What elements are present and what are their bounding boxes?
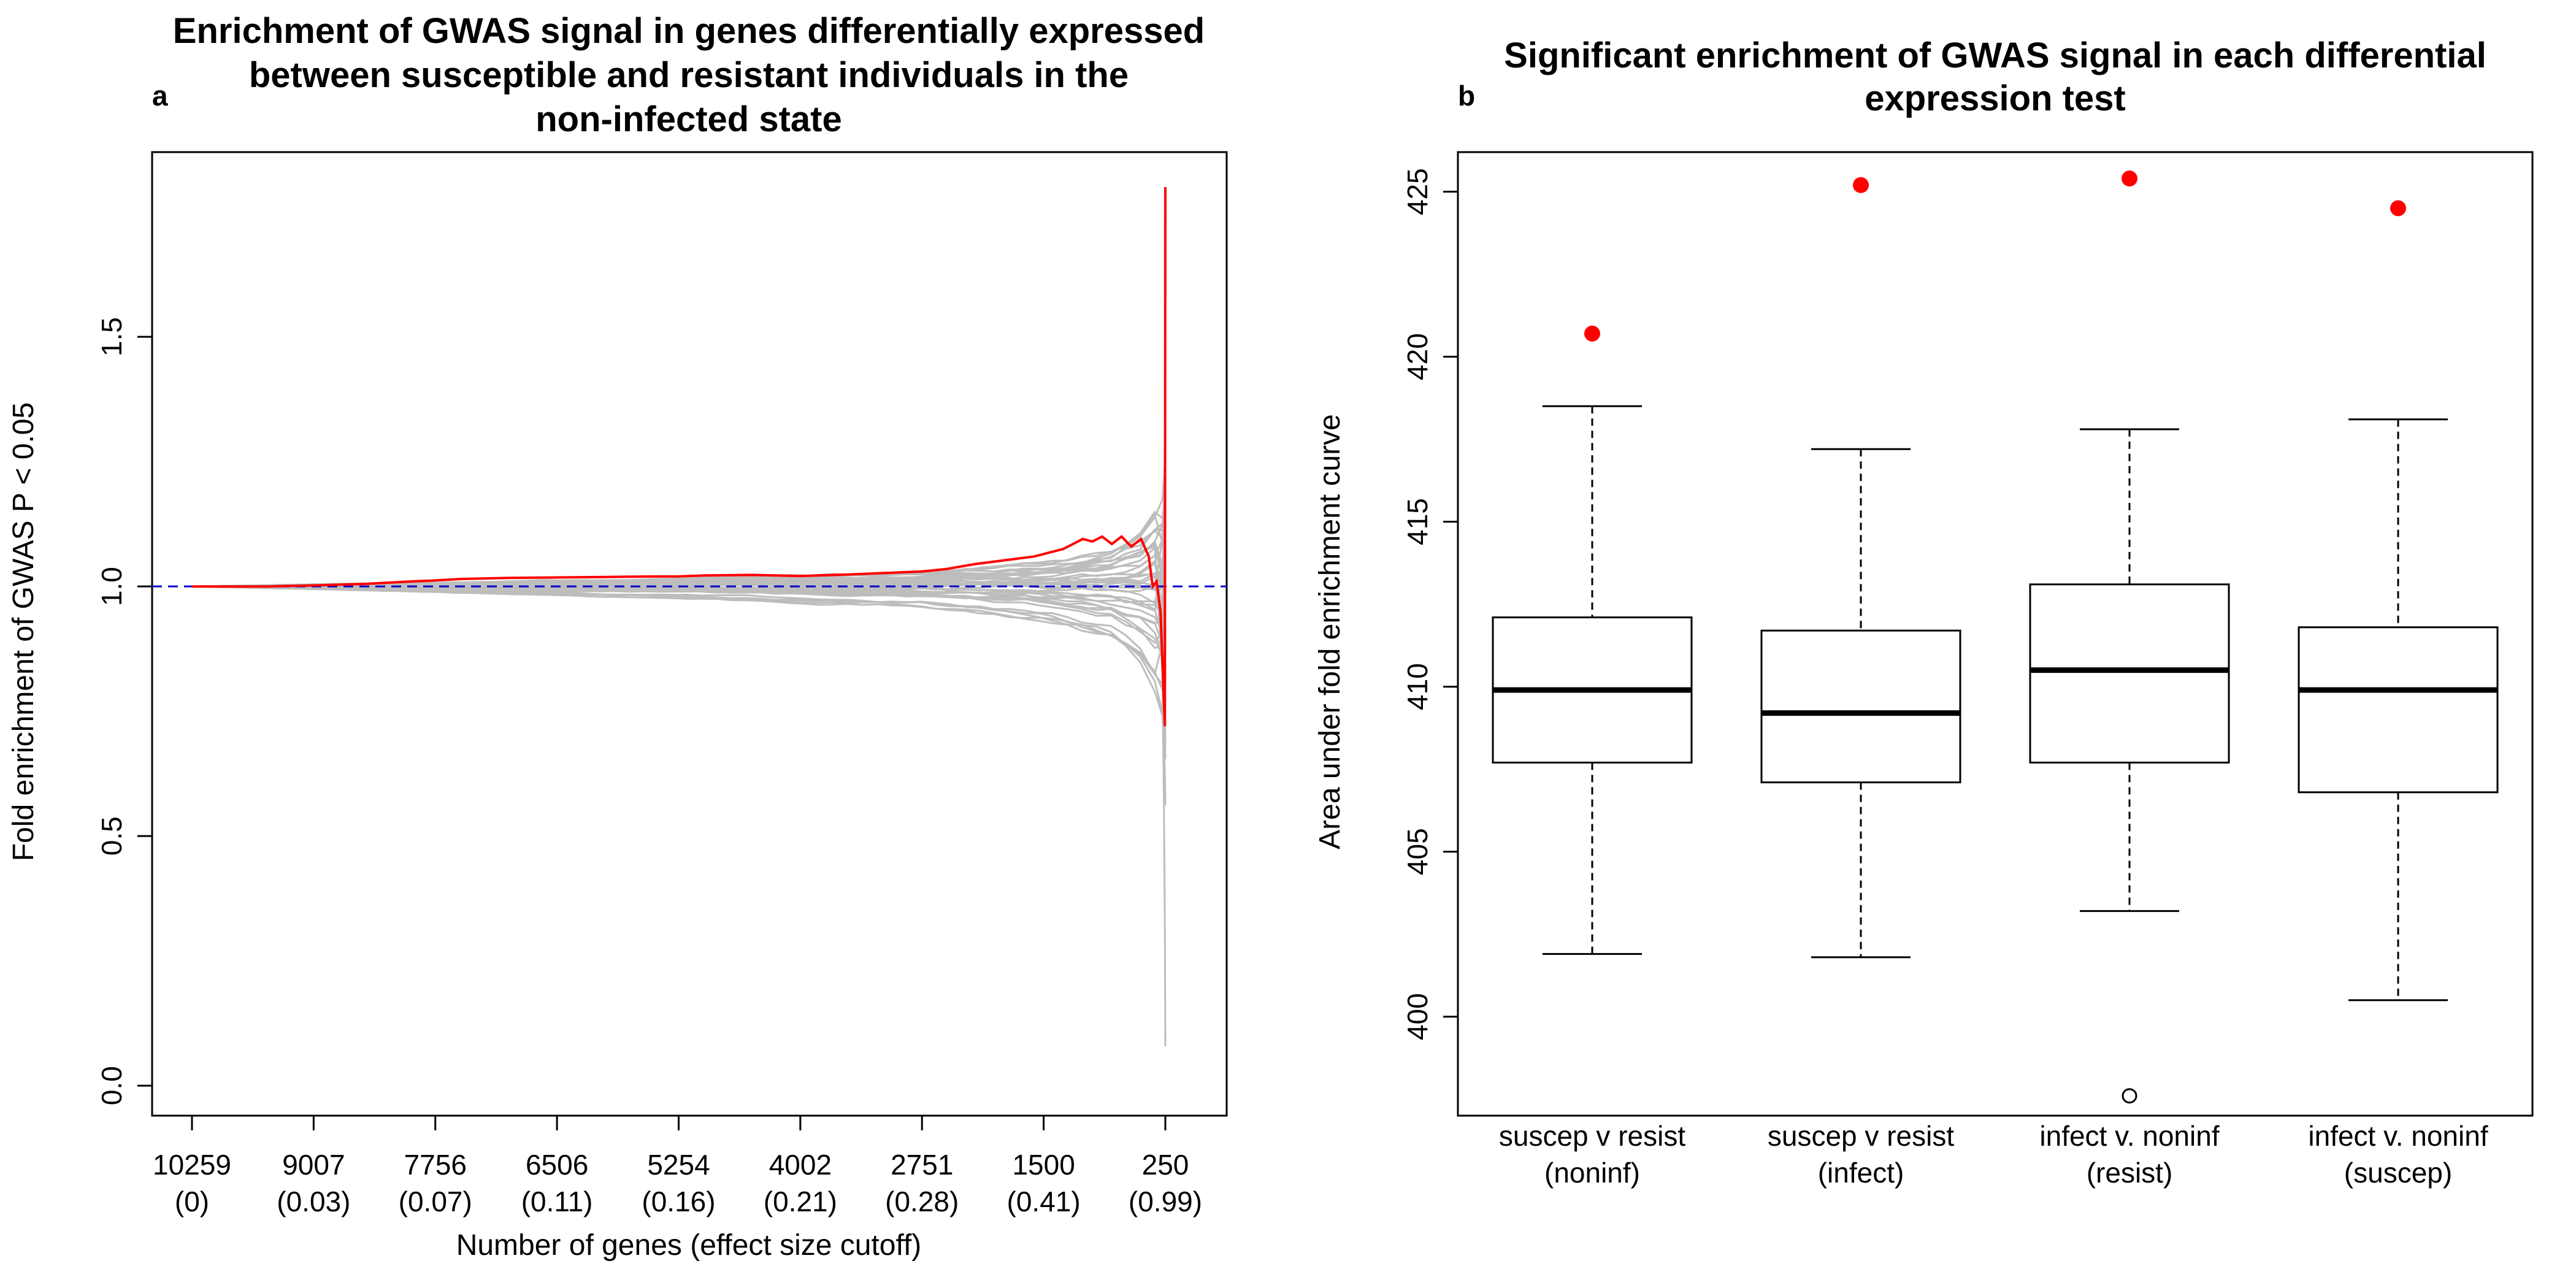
panel-a-x-tick-label-genes: 9007 [282, 1149, 345, 1181]
panel-a-x-tick-label-cutoff: (0.21) [764, 1186, 837, 1217]
panel-a-title-line-1: Enrichment of GWAS signal in genes diffe… [173, 11, 1205, 51]
panel-a-x-tick-label-genes: 250 [1142, 1149, 1189, 1181]
panel-b-x-tick-label-line-1: infect v. noninf [2039, 1120, 2219, 1152]
panel-b-observed-point [1584, 325, 1600, 342]
panel-b-box [1760, 629, 1961, 784]
panel-a-x-tick-label-cutoff: (0.03) [277, 1186, 350, 1217]
panel-b-y-tick-label: 410 [1401, 663, 1433, 710]
panel-b-y-axis-label: Area under fold enrichment curve [1314, 414, 1346, 849]
panel-b-title-line-2: expression test [1865, 79, 2126, 118]
panel-a-null-curve [191, 585, 1167, 684]
panel-b-y-tick-label: 425 [1401, 168, 1433, 215]
panel-a-title-line-2: between susceptible and resistant indivi… [249, 55, 1129, 95]
panel-b-observed-point [1853, 177, 1869, 193]
panel-b-observed-point [2122, 171, 2137, 187]
panel-a-null-curve [191, 585, 1167, 730]
panel-a-x-tick-label-cutoff: (0.41) [1007, 1186, 1081, 1217]
panel-a-observed-curve [192, 186, 1167, 727]
panel-a-null-curve [191, 585, 1167, 806]
panel-a-null-curve [191, 572, 1167, 759]
panel-b-observed-point [2390, 200, 2406, 217]
panel-b-title-line-1: Significant enrichment of GWAS signal in… [1504, 36, 2486, 75]
panel-a-null-curve [191, 542, 1167, 1047]
panel-a-x-tick-label-genes: 1500 [1012, 1149, 1075, 1181]
panel-a-x-tick-label-cutoff: (0.28) [885, 1186, 959, 1217]
panel-b-x-tick-label-line-1: infect v. noninf [2308, 1120, 2488, 1152]
panel-a-y-tick-label: 0.0 [96, 1066, 128, 1105]
panel-b-y-tick-label: 405 [1401, 828, 1433, 875]
panel-a-y-tick-label: 1.5 [96, 317, 128, 356]
panel-a-x-tick-label-genes: 6506 [526, 1149, 588, 1181]
panel-a-x-axis-label: Number of genes (effect size cutoff) [456, 1229, 922, 1262]
panel-a-x-tick-label-cutoff: (0) [175, 1186, 209, 1217]
panel-a-x-tick-label-genes: 5254 [647, 1149, 710, 1181]
panel-b-x-tick-label-line-2: (suscep) [2344, 1157, 2452, 1189]
panel-a-null-curve [191, 585, 1167, 805]
panel-b-y-tick-label: 400 [1401, 993, 1433, 1040]
panel-b-x-tick-label-line-2: (resist) [2087, 1157, 2173, 1189]
panel-a-null-curve [191, 585, 1167, 723]
panel-a-plot [151, 151, 1228, 1117]
panel-a-null-curve [191, 585, 1167, 644]
panel-b-x-tick-label-line-1: suscep v resist [1768, 1120, 1954, 1152]
panel-a-title-line-3: non-infected state [535, 99, 842, 139]
panel-b-box [2298, 626, 2499, 794]
panel-a-x-tick-label-cutoff: (0.16) [642, 1186, 715, 1217]
panel-a-x-tick-label-cutoff: (0.99) [1129, 1186, 1202, 1217]
panel-a-x-tick-label-cutoff: (0.07) [399, 1186, 472, 1217]
panel-b-box [2029, 583, 2230, 764]
panel-a-letter: a [152, 80, 168, 112]
panel-a-y-tick-label: 1.0 [96, 567, 128, 606]
panel-a-x-tick-label-genes: 4002 [769, 1149, 832, 1181]
panel-a-x-tick-label-genes: 7756 [404, 1149, 467, 1181]
panel-b-x-tick-label-line-2: (noninf) [1544, 1157, 1640, 1189]
panel-a-x-tick-label-genes: 10259 [153, 1149, 231, 1181]
panel-b-outlier [2122, 1088, 2137, 1104]
panel-b-y-tick-label: 415 [1401, 498, 1433, 545]
panel-b-x-tick-label-line-2: (infect) [1818, 1157, 1904, 1189]
panel-b-x-tick-label-line-1: suscep v resist [1499, 1120, 1685, 1152]
panel-a-y-axis-label: Fold enrichment of GWAS P < 0.05 [7, 402, 40, 861]
panel-b-letter: b [1458, 80, 1475, 112]
panel-a-x-tick-label-genes: 2751 [891, 1149, 953, 1181]
panel-a-x-tick-label-cutoff: (0.11) [521, 1186, 593, 1217]
panel-b-y-tick-label: 420 [1401, 333, 1433, 380]
panel-a-plot-frame [151, 151, 1228, 1117]
panel-a-y-tick-label: 0.5 [96, 816, 128, 856]
panel-a-null-curve [191, 585, 1167, 730]
